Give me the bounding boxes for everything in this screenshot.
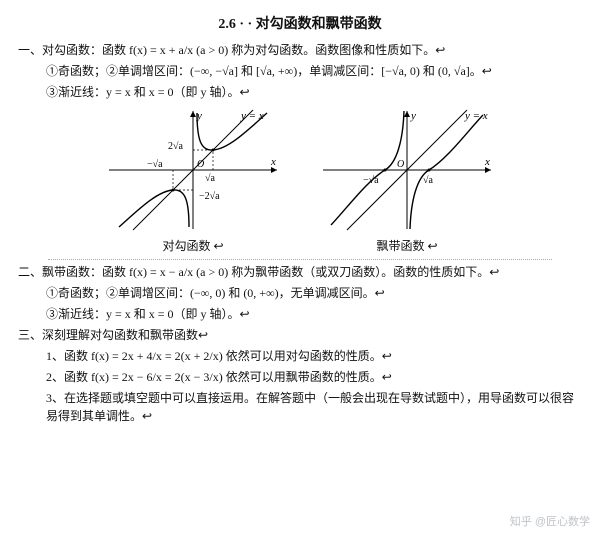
section1-p2: ③渐近线：y = x 和 x = 0（即 y 轴）。↩ xyxy=(46,83,582,101)
caption-right: 飘带函数 ↩ xyxy=(317,237,497,255)
origin-label: O xyxy=(197,159,204,170)
section2-p2: ③渐近线：y = x 和 x = 0（即 y 轴）。↩ xyxy=(46,305,582,323)
watermark: 知乎 @匠心数学 xyxy=(510,514,590,531)
axis-label-y: y xyxy=(410,110,416,122)
graphs-row: y x y = x O 2√a −2√a √a −√a 对勾函数 ↩ y x xyxy=(18,105,582,255)
tick-rt-a: √a xyxy=(423,175,433,186)
divider xyxy=(48,259,552,260)
section2-p1: ①奇函数；②单调增区间：(−∞, 0) 和 (0, +∞)，无单调减区间。↩ xyxy=(46,284,582,302)
origin-label: O xyxy=(397,159,404,170)
section3-head: 三、深刻理解对勾函数和飘带函数↩ xyxy=(18,326,582,344)
ribbon-function-graph: y x y = x O √a −√a xyxy=(317,105,497,235)
section3-p1: 1、函数 f(x) = 2x + 4/x = 2(x + 2/x) 依然可以用对… xyxy=(46,347,582,365)
page-title: 2.6 · · 对勾函数和飘带函数 xyxy=(18,14,582,35)
graph-left: y x y = x O 2√a −2√a √a −√a 对勾函数 ↩ xyxy=(103,105,283,255)
curve-label: y = x xyxy=(240,110,264,122)
tick-rt-a: √a xyxy=(205,173,215,184)
section2-head: 二、飘带函数：函数 f(x) = x − a/x (a > 0) 称为飘带函数（… xyxy=(18,263,582,281)
tick-neg-rt-a: −√a xyxy=(147,159,163,170)
axis-label-x: x xyxy=(484,156,490,168)
curve-label: y = x xyxy=(464,110,488,122)
section1-p1: ①奇函数；②单调增区间：(−∞, −√a] 和 [√a, +∞)，单调减区间：[… xyxy=(46,62,582,80)
tick-neg-rt-a: −√a xyxy=(363,175,379,186)
axis-label-x: x xyxy=(270,156,276,168)
section1-head: 一、对勾函数：函数 f(x) = x + a/x (a > 0) 称为对勾函数。… xyxy=(18,41,582,59)
hook-function-graph: y x y = x O 2√a −2√a √a −√a xyxy=(103,105,283,235)
tick-neg2rt-a: −2√a xyxy=(199,191,220,202)
graph-right: y x y = x O √a −√a 飘带函数 ↩ xyxy=(317,105,497,255)
section3-p3: 3、在选择题或填空题中可以直接运用。在解答题中（一般会出现在导数试题中），用导函… xyxy=(46,389,582,425)
tick-2rt-a: 2√a xyxy=(168,141,183,152)
caption-left: 对勾函数 ↩ xyxy=(103,237,283,255)
axis-label-y: y xyxy=(196,110,202,122)
section3-p2: 2、函数 f(x) = 2x − 6/x = 2(x − 3/x) 依然可以用飘… xyxy=(46,368,582,386)
